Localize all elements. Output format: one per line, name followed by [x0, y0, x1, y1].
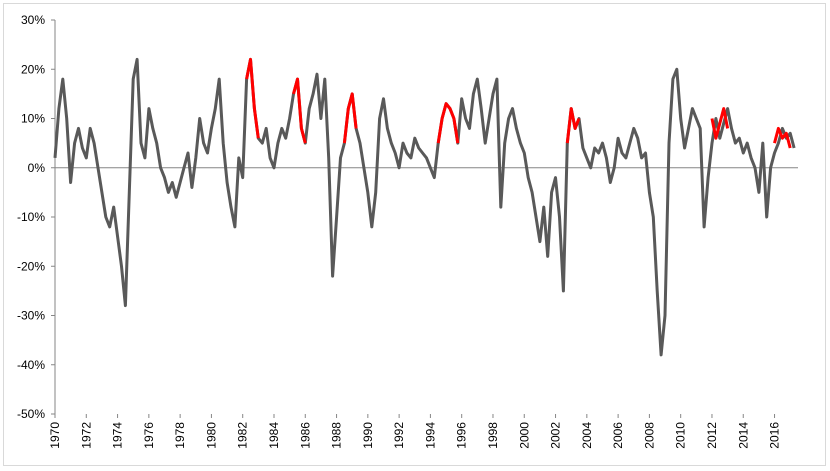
x-tick-label: 2000	[517, 422, 531, 449]
y-tick-label: 10%	[21, 112, 45, 126]
x-tick-label: 2004	[580, 422, 594, 449]
x-tick-label: 1998	[486, 422, 500, 449]
x-tick-label: 1970	[48, 422, 62, 449]
y-tick-label: -20%	[17, 259, 45, 273]
data-line	[53, 57, 796, 357]
x-tick-label: 2014	[736, 422, 750, 449]
x-tick-label: 1996	[455, 422, 469, 449]
y-tick-label: 0%	[28, 161, 46, 175]
x-tick-label: 1982	[236, 422, 250, 449]
x-tick-label: 1994	[423, 422, 437, 449]
x-tick-label: 2010	[674, 422, 688, 449]
x-tick-label: 2012	[705, 422, 719, 449]
x-tick-label: 1990	[361, 422, 375, 449]
data-line	[245, 57, 792, 149]
x-tick-label: 2002	[549, 422, 563, 449]
x-tick-label: 1972	[79, 422, 93, 449]
y-tick-label: -50%	[17, 407, 45, 421]
x-tick-label: 1984	[267, 422, 281, 449]
x-tick-label: 1988	[330, 422, 344, 449]
x-tick-label: 1978	[173, 422, 187, 449]
y-tick-label: -40%	[17, 358, 45, 372]
x-tick-label: 1974	[111, 422, 125, 449]
x-tick-label: 1976	[142, 422, 156, 449]
x-tick-label: 2016	[768, 422, 782, 449]
x-tick-label: 1986	[298, 422, 312, 449]
y-tick-label: 30%	[21, 13, 45, 27]
chart-frame	[3, 3, 826, 466]
y-tick-label: -30%	[17, 309, 45, 323]
x-tick-label: 2008	[642, 422, 656, 449]
y-tick-label: 20%	[21, 62, 45, 76]
y-tick-label: -10%	[17, 210, 45, 224]
x-tick-label: 1992	[392, 422, 406, 449]
x-tick-label: 1980	[204, 422, 218, 449]
x-tick-label: 2006	[611, 422, 625, 449]
